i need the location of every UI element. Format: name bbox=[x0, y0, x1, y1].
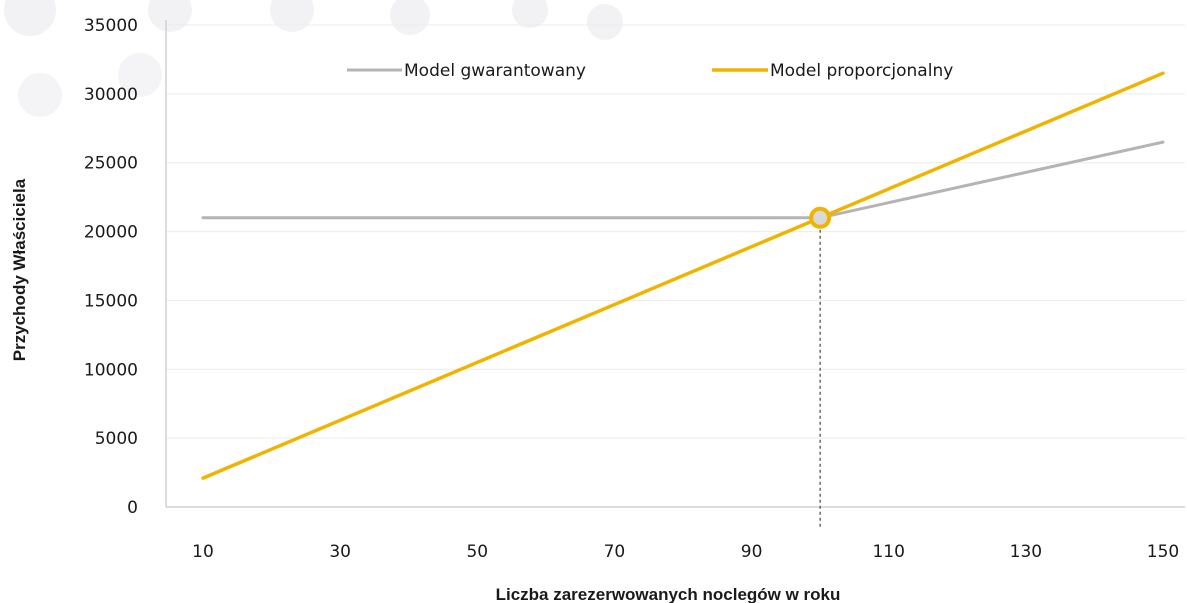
x-tick-label: 10 bbox=[192, 542, 214, 562]
chart-axes bbox=[165, 20, 1185, 508]
series-lines bbox=[201, 71, 1165, 480]
y-tick-label: 20000 bbox=[84, 223, 138, 243]
chart-legend: Model gwarantowany Model proporcjonalny bbox=[347, 61, 953, 81]
y-tick-label: 15000 bbox=[84, 291, 138, 311]
x-tick-label: 50 bbox=[466, 542, 488, 562]
y-tick-label: 35000 bbox=[84, 16, 138, 36]
x-tick-label: 70 bbox=[604, 542, 626, 562]
x-tick-label: 150 bbox=[1147, 542, 1179, 562]
x-tick-label: 30 bbox=[329, 542, 351, 562]
legend-label: Model gwarantowany bbox=[404, 61, 586, 81]
series-line-model-gwarantowany bbox=[201, 140, 1165, 220]
y-tick-label: 0 bbox=[127, 498, 138, 518]
legend-label: Model proporcjonalny bbox=[770, 61, 953, 81]
x-axis-title: Liczba zarezerwowanych noclegów w roku bbox=[496, 585, 841, 603]
y-tick-label: 30000 bbox=[84, 85, 138, 105]
break-even-marker bbox=[809, 206, 832, 229]
x-tick-label: 90 bbox=[741, 542, 763, 562]
break-even-markers bbox=[809, 206, 832, 229]
horizontal-gridlines bbox=[166, 24, 1185, 439]
series-line-model-proporcjonalny bbox=[201, 71, 1165, 480]
y-axis-ticks: 0 5000 10000 15000 20000 25000 30000 35000 bbox=[84, 16, 138, 518]
background-watermark bbox=[4, 0, 623, 117]
x-tick-label: 110 bbox=[872, 542, 904, 562]
y-tick-label: 10000 bbox=[84, 360, 138, 380]
y-tick-label: 25000 bbox=[84, 154, 138, 174]
y-axis-title: Przychody Właściciela bbox=[10, 178, 29, 361]
x-tick-label: 130 bbox=[1010, 542, 1042, 562]
x-axis-ticks: 10 30 50 70 90 110 130 150 bbox=[192, 542, 1179, 562]
y-tick-label: 5000 bbox=[95, 429, 138, 449]
